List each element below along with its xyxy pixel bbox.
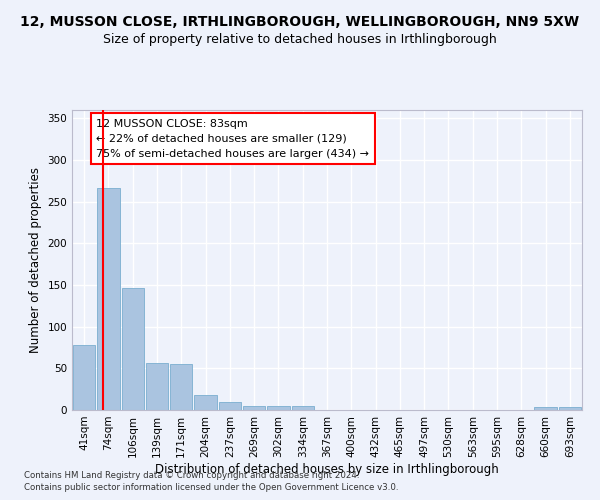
Text: Contains HM Land Registry data © Crown copyright and database right 2024.: Contains HM Land Registry data © Crown c… <box>24 471 359 480</box>
Bar <box>122 288 144 410</box>
Text: Size of property relative to detached houses in Irthlingborough: Size of property relative to detached ho… <box>103 32 497 46</box>
Bar <box>535 406 557 410</box>
Bar <box>218 402 241 410</box>
Bar <box>146 362 168 410</box>
Bar <box>194 395 217 410</box>
Bar <box>243 406 265 410</box>
X-axis label: Distribution of detached houses by size in Irthlingborough: Distribution of detached houses by size … <box>155 462 499 475</box>
Text: 12, MUSSON CLOSE, IRTHLINGBOROUGH, WELLINGBOROUGH, NN9 5XW: 12, MUSSON CLOSE, IRTHLINGBOROUGH, WELLI… <box>20 15 580 29</box>
Bar <box>170 364 193 410</box>
Bar <box>73 345 95 410</box>
Y-axis label: Number of detached properties: Number of detached properties <box>29 167 42 353</box>
Bar <box>292 406 314 410</box>
Text: Contains public sector information licensed under the Open Government Licence v3: Contains public sector information licen… <box>24 484 398 492</box>
Bar <box>97 188 119 410</box>
Bar <box>267 406 290 410</box>
Text: 12 MUSSON CLOSE: 83sqm
← 22% of detached houses are smaller (129)
75% of semi-de: 12 MUSSON CLOSE: 83sqm ← 22% of detached… <box>96 119 369 158</box>
Bar <box>559 406 581 410</box>
